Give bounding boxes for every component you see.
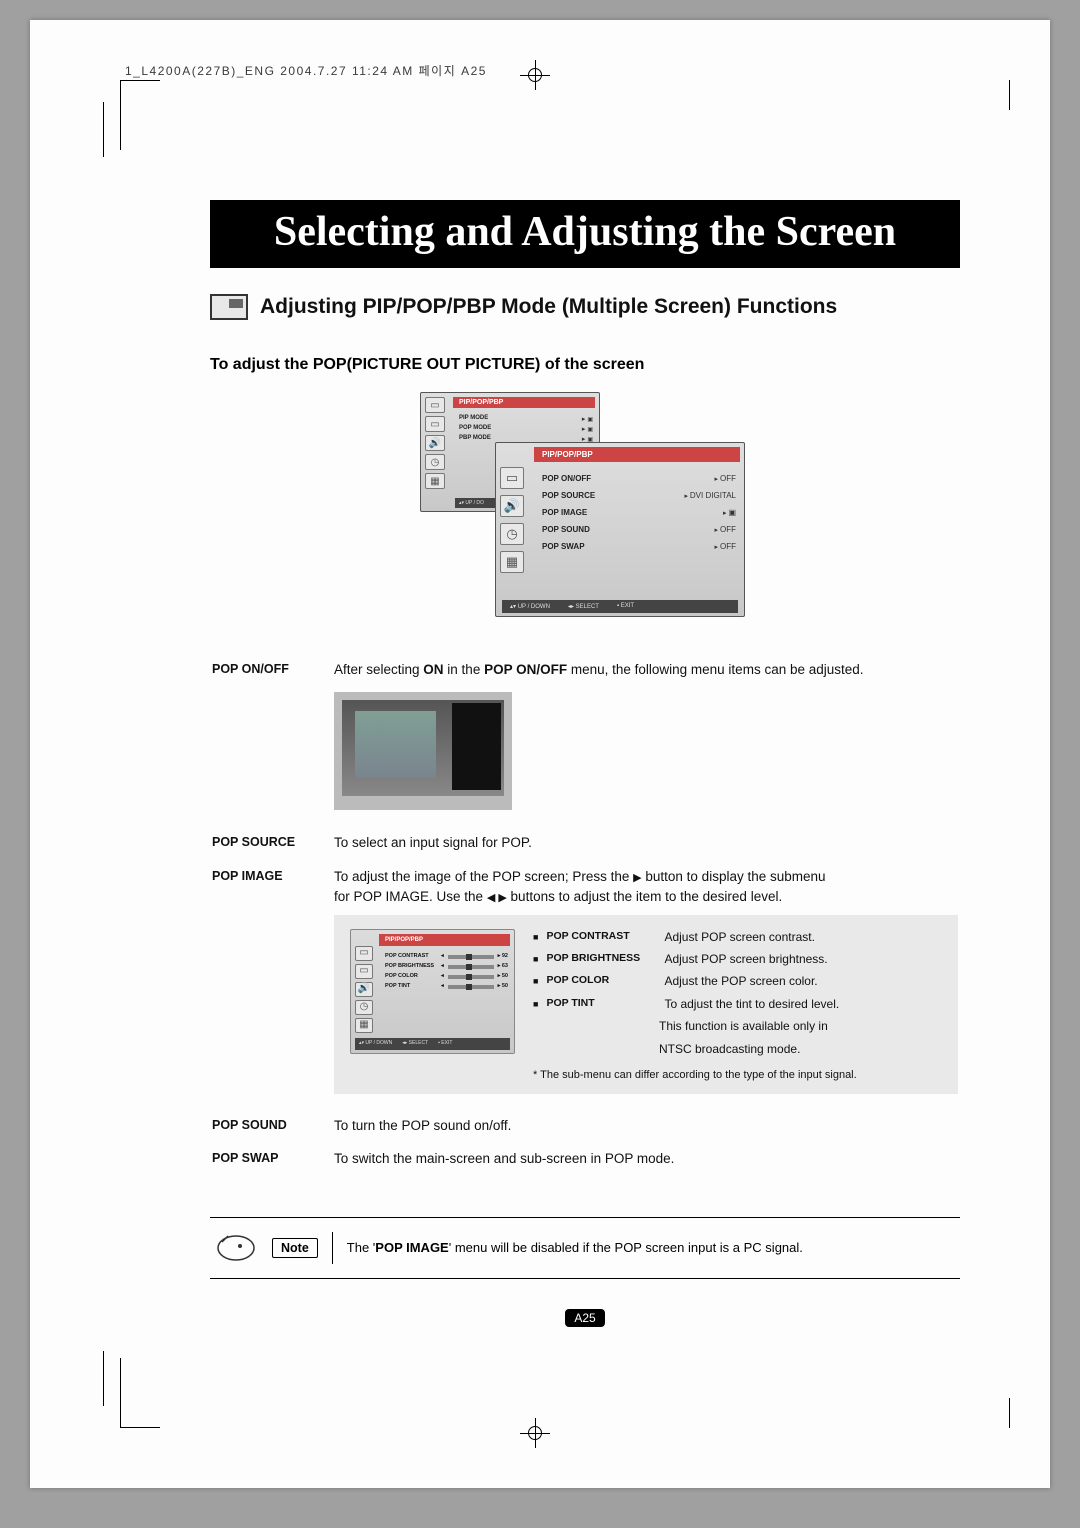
subtitle-row: Adjusting PIP/POP/PBP Mode (Multiple Scr…	[210, 294, 960, 320]
submenu-item: ■POP CONTRASTAdjust POP screen contrast.	[533, 929, 942, 946]
osd-menu-front: PIP/POP/PBP ▭ 🔊 ◷ ▦ POP ON/OFFOFFPOP SOU…	[495, 442, 745, 617]
osd-title: PIP/POP/PBP	[379, 934, 510, 947]
osd-title: PIP/POP/PBP	[534, 447, 740, 462]
note-text: The 'POP IMAGE' menu will be disabled if…	[347, 1240, 803, 1255]
page-content: Selecting and Adjusting the Screen Adjus…	[210, 200, 960, 1327]
speaker-icon: 🔊	[500, 495, 524, 517]
osd-title: PIP/POP/PBP	[453, 397, 595, 408]
osd-footer-hint: ◂▸ SELECT	[568, 603, 599, 610]
osd-row: POP BRIGHTNESS◂▸ 63	[385, 962, 508, 972]
osd-row: POP ON/OFFOFF	[542, 470, 736, 487]
crop-mark	[120, 1358, 160, 1428]
note-box: Note The 'POP IMAGE' menu will be disabl…	[210, 1217, 960, 1279]
submenu-item: ■POP BRIGHTNESSAdjust POP screen brightn…	[533, 951, 942, 968]
osd-row: POP CONTRAST◂▸ 92	[385, 952, 508, 962]
crop-mark	[120, 80, 160, 150]
print-header: 1_L4200A(227B)_ENG 2004.7.27 11:24 AM 페이…	[125, 62, 487, 79]
submenu-item: ■POP COLORAdjust the POP screen color.	[533, 973, 942, 990]
setting-desc: To turn the POP sound on/off.	[334, 1110, 958, 1142]
osd-icon: ▭	[355, 946, 373, 961]
submenu-descriptions: ■POP CONTRASTAdjust POP screen contrast.…	[533, 929, 942, 1084]
submenu-item: ■POP TINTTo adjust the tint to desired l…	[533, 996, 942, 1013]
osd-icon: ▭	[425, 416, 445, 432]
submenu-note: * The sub-menu can differ according to t…	[533, 1068, 942, 1084]
subsection-heading: To adjust the POP(PICTURE OUT PICTURE) o…	[210, 356, 960, 374]
osd-row: PIP MODE▣	[459, 414, 593, 424]
pip-icon	[210, 294, 248, 320]
setting-desc: To switch the main-screen and sub-screen…	[334, 1143, 958, 1175]
mini-osd: PIP/POP/PBP ▭ ▭ 🔊 ◷ ▦ POP CONTRAST◂▸ 92P…	[350, 929, 515, 1054]
osd-row: POP COLOR◂▸ 50	[385, 972, 508, 982]
multiscreen-icon: ▦	[425, 473, 445, 489]
osd-icon: ▭	[425, 397, 445, 413]
submenu-illustration: PIP/POP/PBP ▭ ▭ 🔊 ◷ ▦ POP CONTRAST◂▸ 92P…	[334, 915, 958, 1094]
setting-desc: To adjust the image of the POP screen; P…	[334, 861, 958, 1108]
osd-row: POP TINT◂▸ 50	[385, 982, 508, 992]
setting-label: POP ON/OFF	[212, 654, 332, 825]
osd-icon: ▭	[500, 467, 524, 489]
osd-row: POP SWAPOFF	[542, 538, 736, 555]
setting-desc: After selecting ON in the POP ON/OFF men…	[334, 654, 958, 825]
remote-icon	[214, 1230, 258, 1266]
multiscreen-icon: ▦	[500, 551, 524, 573]
settings-table: POP ON/OFF After selecting ON in the POP…	[210, 652, 960, 1177]
manual-page: 1_L4200A(227B)_ENG 2004.7.27 11:24 AM 페이…	[30, 20, 1050, 1488]
osd-footer-hint: ▪ EXIT	[438, 1040, 452, 1047]
osd-footer-hint: ▪ EXIT	[617, 603, 634, 610]
registration-mark	[520, 1418, 550, 1448]
clock-icon: ◷	[425, 454, 445, 470]
multiscreen-icon: ▦	[355, 1018, 373, 1033]
speaker-icon: 🔊	[355, 982, 373, 997]
setting-desc: To select an input signal for POP.	[334, 827, 958, 859]
page-title: Selecting and Adjusting the Screen	[210, 200, 960, 268]
crop-mark	[1005, 1398, 1010, 1428]
setting-label: POP SWAP	[212, 1143, 332, 1175]
section-heading: Adjusting PIP/POP/PBP Mode (Multiple Scr…	[260, 295, 837, 319]
divider	[332, 1232, 333, 1264]
clock-icon: ◷	[500, 523, 524, 545]
speaker-icon: 🔊	[425, 435, 445, 451]
osd-footer-hint: ▴▾ UP / DOWN	[359, 1040, 392, 1047]
crop-mark	[1005, 80, 1010, 110]
crop-mark	[103, 102, 123, 157]
osd-row: POP IMAGE▣	[542, 504, 736, 521]
osd-row: POP SOURCEDVI DIGITAL	[542, 487, 736, 504]
registration-mark	[520, 60, 550, 90]
setting-label: POP SOURCE	[212, 827, 332, 859]
setting-label: POP IMAGE	[212, 861, 332, 1108]
osd-row: POP MODE▣	[459, 424, 593, 434]
clock-icon: ◷	[355, 1000, 373, 1015]
osd-footer-hint: ◂▸ SELECT	[402, 1040, 428, 1047]
setting-label: POP SOUND	[212, 1110, 332, 1142]
osd-illustration: ▭ ▭ 🔊 ◷ ▦ PIP/POP/PBP PIP MODE▣POP MODE▣…	[420, 392, 750, 622]
crop-mark	[103, 1351, 123, 1406]
osd-row: POP SOUNDOFF	[542, 521, 736, 538]
page-number: A25	[565, 1309, 605, 1327]
note-tag: Note	[272, 1238, 318, 1258]
pop-example-photo	[334, 692, 512, 810]
osd-footer-hint: ▴▾ UP / DO	[459, 500, 484, 506]
osd-icon: ▭	[355, 964, 373, 979]
osd-footer-hint: ▴▾ UP / DOWN	[510, 603, 550, 610]
